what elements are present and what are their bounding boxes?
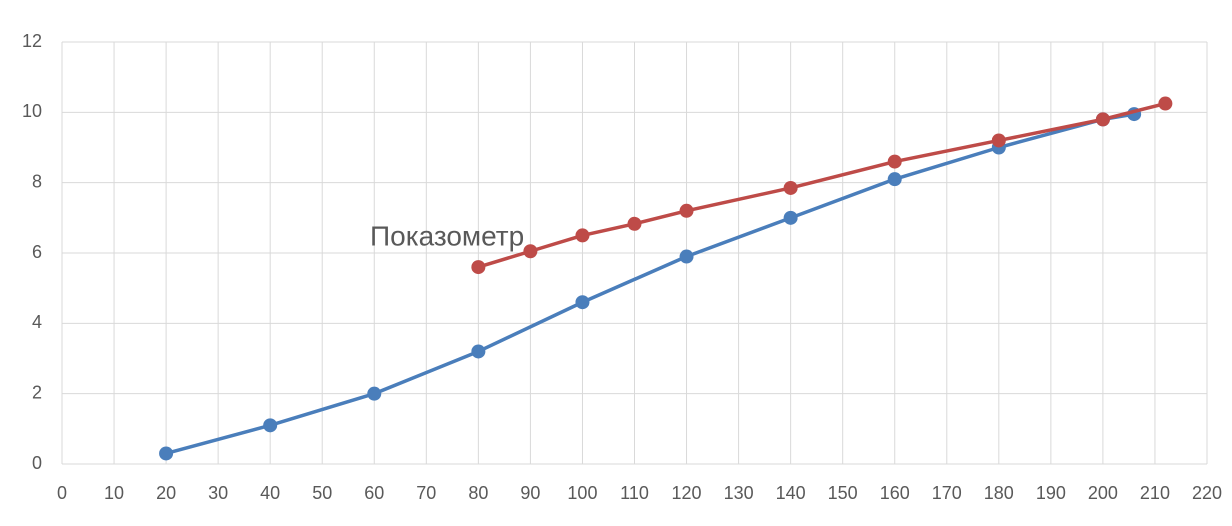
data-point: [575, 228, 590, 243]
x-tick-label: 80: [468, 483, 488, 503]
x-tick-label: 20: [156, 483, 176, 503]
x-tick-label: 40: [260, 483, 280, 503]
x-tick-label: 140: [776, 483, 806, 503]
data-point: [679, 203, 694, 218]
y-tick-label: 2: [32, 382, 42, 402]
data-point: [523, 244, 538, 259]
data-point: [783, 180, 798, 195]
y-tick-label: 0: [32, 453, 42, 473]
data-point: [627, 216, 642, 231]
data-point: [159, 446, 174, 461]
data-point: [1095, 112, 1110, 127]
x-tick-label: 190: [1036, 483, 1066, 503]
x-tick-label: 150: [828, 483, 858, 503]
x-tick-label: 90: [520, 483, 540, 503]
data-point: [471, 260, 486, 275]
series-line: [477, 101, 1166, 269]
data-point: [887, 154, 902, 169]
data-point: [367, 386, 382, 401]
x-tick-label: 170: [932, 483, 962, 503]
x-tick-label: 210: [1140, 483, 1170, 503]
x-tick-label: 110: [620, 483, 649, 503]
y-tick-label: 8: [32, 171, 42, 191]
data-point: [575, 295, 590, 310]
annotation: Показометр: [370, 220, 524, 251]
data-point: [991, 133, 1006, 148]
y-tick-label: 6: [32, 242, 42, 262]
y-tick-label: 12: [22, 31, 42, 51]
x-tick-label: 130: [724, 483, 754, 503]
data-point: [263, 418, 278, 433]
x-tick-label: 0: [57, 483, 67, 503]
x-tick-label: 60: [364, 483, 384, 503]
x-tick-label: 220: [1192, 483, 1222, 503]
x-tick-label: 180: [984, 483, 1014, 503]
data-point: [783, 210, 798, 225]
x-tick-label: 160: [880, 483, 910, 503]
x-tick-label: 70: [416, 483, 436, 503]
x-tick-label: 100: [567, 483, 597, 503]
x-tick-label: 200: [1088, 483, 1118, 503]
series-line: [165, 112, 1135, 456]
x-tick-label: 30: [208, 483, 228, 503]
x-tick-label: 10: [104, 483, 124, 503]
x-tick-label: 120: [672, 483, 702, 503]
data-point: [679, 249, 694, 264]
y-tick-label: 4: [32, 312, 42, 332]
y-tick-label: 10: [22, 101, 42, 121]
data-point: [1158, 96, 1173, 111]
data-point: [887, 172, 902, 187]
x-tick-label: 50: [312, 483, 332, 503]
data-point: [471, 344, 486, 359]
